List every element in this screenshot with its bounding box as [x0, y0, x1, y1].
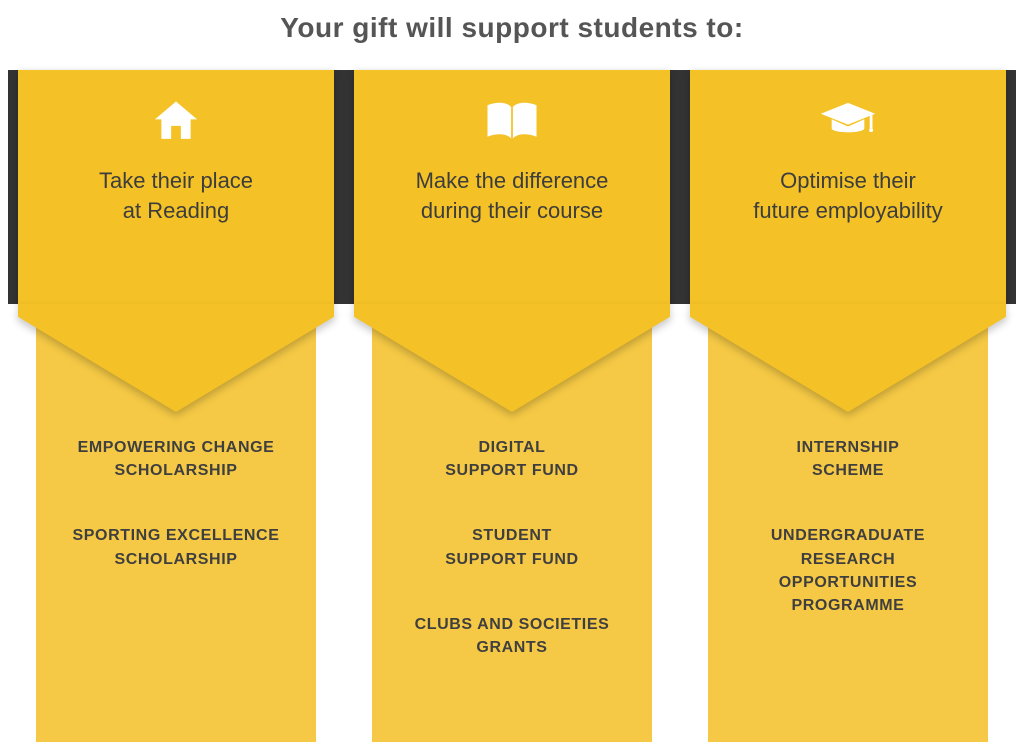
card-item: EMPOWERING CHANGESCHOLARSHIP	[78, 436, 275, 482]
card-item: DIGITALSUPPORT FUND	[445, 436, 578, 482]
card-item: INTERNSHIPSCHEME	[797, 436, 900, 482]
card-row: Take their placeat Reading EMPOWERING CH…	[0, 70, 1024, 742]
card-item: CLUBS AND SOCIETIESGRANTS	[415, 613, 610, 659]
home-icon	[146, 94, 206, 148]
card-heading: Make the differenceduring their course	[416, 166, 609, 225]
card-item: UNDERGRADUATERESEARCHOPPORTUNITIESPROGRA…	[771, 524, 925, 617]
page-title: Your gift will support students to:	[280, 12, 743, 44]
infographic-wrap: Your gift will support students to: Take…	[0, 0, 1024, 742]
card-heading: Take their placeat Reading	[99, 166, 253, 225]
card-flag: Take their placeat Reading	[18, 70, 334, 304]
graduation-cap-icon	[818, 94, 878, 148]
card-flag: Optimise theirfuture employability	[690, 70, 1006, 304]
card-flag: Make the differenceduring their course	[354, 70, 670, 304]
card-item: SPORTING EXCELLENCESCHOLARSHIP	[73, 524, 280, 570]
book-icon	[482, 94, 542, 148]
card-item: STUDENTSUPPORT FUND	[445, 524, 578, 570]
card-heading: Optimise theirfuture employability	[753, 166, 943, 225]
card: Optimise theirfuture employability INTER…	[690, 70, 1006, 742]
card: Make the differenceduring their course D…	[354, 70, 670, 742]
card: Take their placeat Reading EMPOWERING CH…	[18, 70, 334, 742]
